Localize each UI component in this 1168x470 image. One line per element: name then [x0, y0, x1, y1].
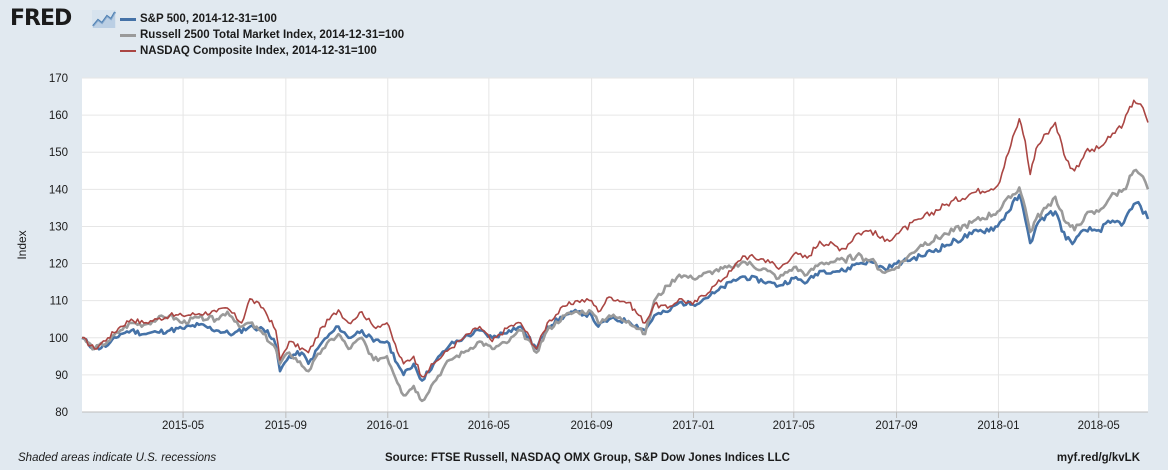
legend-swatch	[120, 33, 136, 37]
y-tick-label: 140	[49, 184, 68, 196]
y-axis-label: Index	[15, 230, 29, 259]
legend-item-sp500: S&P 500, 2014-12-31=100	[120, 11, 404, 27]
legend-label: NASDAQ Composite Index, 2014-12-31=100	[140, 45, 377, 57]
x-tick-label: 2016-05	[468, 420, 510, 432]
x-tick-label: 2018-05	[1078, 420, 1120, 432]
x-tick-label: 2017-05	[773, 420, 815, 432]
y-tick-label: 120	[49, 259, 68, 271]
plot-area	[82, 78, 1148, 412]
recession-note: Shaded areas indicate U.S. recessions	[18, 452, 217, 464]
y-tick-label: 80	[55, 407, 68, 419]
x-axis-ticks: 2015-05 2015-09 2016-01 2016-05 2016-09 2017-…	[82, 411, 1148, 432]
fred-logo[interactable]: FRED	[10, 6, 72, 31]
y-axis-ticks: 80 90 100 110 120 130 140 150 160 170	[49, 73, 68, 419]
x-tick-label: 2017-01	[672, 420, 714, 432]
y-tick-label: 170	[49, 73, 68, 85]
nasdaq-line	[81, 99, 1149, 378]
chart-line-icon	[92, 10, 116, 28]
x-tick-label: 2017-09	[875, 420, 917, 432]
x-tick-label: 2018-01	[977, 420, 1019, 432]
x-tick-label: 2016-09	[570, 420, 612, 432]
x-tick-label: 2015-09	[265, 420, 307, 432]
short-link[interactable]: myf.red/g/kvLK	[1056, 452, 1140, 464]
y-tick-label: 160	[49, 110, 68, 122]
y-tick-label: 150	[49, 147, 68, 159]
x-tick-label: 2016-01	[367, 420, 409, 432]
y-tick-label: 90	[55, 370, 68, 382]
legend-label: Russell 2500 Total Market Index, 2014-12…	[140, 29, 405, 41]
y-tick-label: 110	[50, 296, 68, 308]
legend-item-nasdaq: NASDAQ Composite Index, 2014-12-31=100	[120, 43, 404, 59]
source-note: Source: FTSE Russell, NASDAQ OMX Group, …	[385, 452, 790, 464]
y-tick-label: 130	[49, 221, 68, 233]
x-tick-label: 2015-05	[162, 420, 204, 432]
legend: S&P 500, 2014-12-31=100 Russell 2500 Tot…	[120, 11, 404, 59]
legend-label: S&P 500, 2014-12-31=100	[140, 13, 277, 25]
legend-swatch	[120, 17, 136, 21]
y-tick-label: 100	[49, 333, 68, 345]
legend-item-russell2500: Russell 2500 Total Market Index, 2014-12…	[120, 27, 404, 43]
grid-lines	[82, 77, 1148, 413]
russell2500-line	[81, 168, 1150, 403]
series-lines	[81, 99, 1150, 403]
legend-swatch	[120, 50, 136, 52]
